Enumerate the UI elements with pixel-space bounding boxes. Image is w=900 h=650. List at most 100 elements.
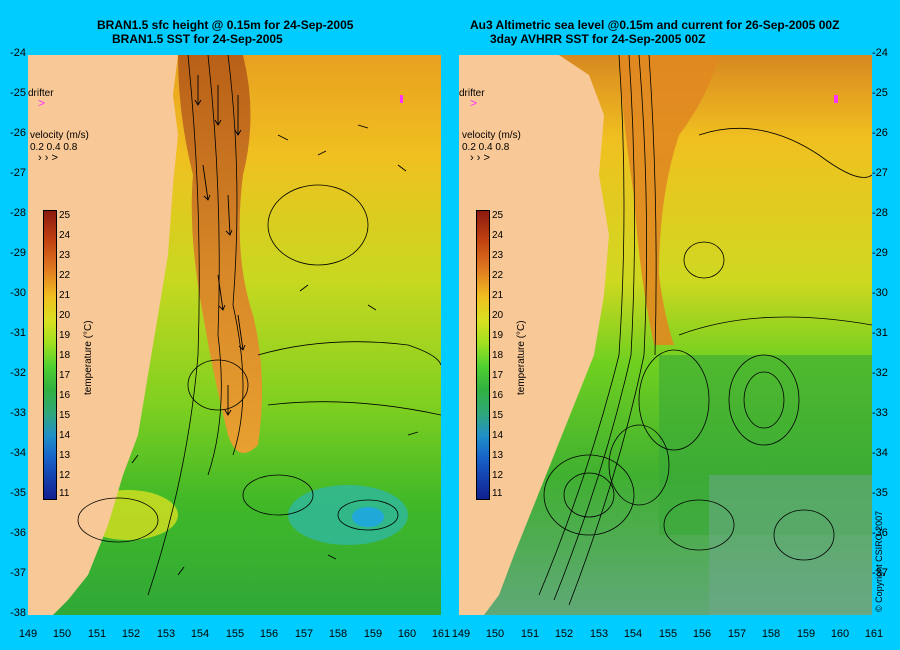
drifter-label: drifter <box>28 88 54 99</box>
colorbar-tick: 14 <box>492 430 504 441</box>
right-colorbar <box>476 210 490 500</box>
lon-label: 149 <box>451 628 471 640</box>
velocity-values: 0.2 0.4 0.8 <box>462 142 510 153</box>
lon-label: 160 <box>397 628 417 640</box>
colorbar-tick: 13 <box>492 450 504 461</box>
right-title-line1: Au3 Altimetric sea level @0.15m and curr… <box>470 18 840 32</box>
lon-label: 155 <box>658 628 678 640</box>
colorbar-tick: 12 <box>59 470 71 481</box>
cloud-gaps <box>709 475 872 615</box>
lat-label: -33 <box>10 407 26 419</box>
lon-label: 159 <box>363 628 383 640</box>
copyright-text: © Copyright CSIRO 2007 <box>874 510 884 612</box>
colorbar-tick: 25 <box>59 210 71 221</box>
colorbar-tick: 19 <box>492 330 504 341</box>
lat-label: -33 <box>872 407 888 419</box>
lat-label: -24 <box>872 47 888 59</box>
colorbar-tick: 21 <box>59 290 71 301</box>
colorbar-tick: 24 <box>59 230 71 241</box>
left-title-line1: BRAN1.5 sfc height @ 0.15m for 24-Sep-20… <box>97 18 354 32</box>
lat-label: -25 <box>872 87 888 99</box>
lat-label: -31 <box>872 327 888 339</box>
lon-label: 154 <box>623 628 643 640</box>
lat-label: -34 <box>872 447 888 459</box>
velocity-title: velocity (m/s) <box>462 130 521 141</box>
lat-label: -26 <box>872 127 888 139</box>
lat-label: -37 <box>10 567 26 579</box>
colorbar-tick: 12 <box>492 470 504 481</box>
lon-label: 151 <box>520 628 540 640</box>
lat-label: -29 <box>10 247 26 259</box>
velocity-title: velocity (m/s) <box>30 130 89 141</box>
lon-label: 153 <box>156 628 176 640</box>
velocity-arrows-icon: › › > <box>470 152 490 164</box>
right-title-line2: 3day AVHRR SST for 24-Sep-2005 00Z <box>490 32 706 46</box>
lat-label: -32 <box>10 367 26 379</box>
colorbar-tick: 23 <box>59 250 71 261</box>
left-title-line2: BRAN1.5 SST for 24-Sep-2005 <box>112 32 283 46</box>
colorbar-tick: 17 <box>59 370 71 381</box>
lat-label: -28 <box>10 207 26 219</box>
lon-label: 161 <box>864 628 884 640</box>
colorbar-tick: 13 <box>59 450 71 461</box>
colorbar-tick: 22 <box>492 270 504 281</box>
lon-label: 157 <box>294 628 314 640</box>
lon-label: 161 <box>431 628 451 640</box>
australia-land <box>28 55 178 615</box>
lon-label: 156 <box>692 628 712 640</box>
lon-label: 150 <box>485 628 505 640</box>
lon-label: 159 <box>796 628 816 640</box>
lat-label: -37 <box>872 567 888 579</box>
left-colorbar <box>43 210 57 500</box>
lon-label: 151 <box>87 628 107 640</box>
cool-eddy <box>288 485 408 545</box>
lon-label: 158 <box>761 628 781 640</box>
colorbar-tick: 11 <box>59 488 70 499</box>
drifter-legend-icon: > <box>470 96 478 110</box>
lat-label: -31 <box>10 327 26 339</box>
left-colorbar-title: temperature (°C) <box>83 320 94 395</box>
colorbar-tick: 25 <box>492 210 504 221</box>
lat-label: -27 <box>872 167 888 179</box>
colorbar-tick: 16 <box>59 390 71 401</box>
drifter-label: drifter <box>459 88 485 99</box>
drifter-marker <box>834 95 838 103</box>
lon-label: 158 <box>328 628 348 640</box>
velocity-values: 0.2 0.4 0.8 <box>30 142 78 153</box>
colorbar-tick: 15 <box>492 410 504 421</box>
lon-label: 150 <box>52 628 72 640</box>
lon-label: 156 <box>259 628 279 640</box>
colorbar-tick: 19 <box>59 330 71 341</box>
australia-land <box>459 55 609 615</box>
lat-label: -30 <box>872 287 888 299</box>
lon-label: 149 <box>18 628 38 640</box>
colorbar-tick: 24 <box>492 230 504 241</box>
lat-label: -32 <box>872 367 888 379</box>
colorbar-tick: 14 <box>59 430 71 441</box>
lat-label: -25 <box>10 87 26 99</box>
lon-label: 155 <box>225 628 245 640</box>
drifter-legend-icon: > <box>38 96 46 110</box>
lon-label: 153 <box>589 628 609 640</box>
colorbar-tick: 20 <box>492 310 504 321</box>
lon-label: 157 <box>727 628 747 640</box>
colorbar-tick: 18 <box>492 350 504 361</box>
lat-label: -36 <box>872 527 888 539</box>
lat-label: -28 <box>872 207 888 219</box>
colorbar-tick: 17 <box>492 370 504 381</box>
colorbar-tick: 18 <box>59 350 71 361</box>
lat-label: -30 <box>10 287 26 299</box>
colorbar-tick: 22 <box>59 270 71 281</box>
colorbar-tick: 11 <box>492 488 503 499</box>
colorbar-tick: 15 <box>59 410 71 421</box>
lat-label: -36 <box>10 527 26 539</box>
colorbar-tick: 21 <box>492 290 504 301</box>
height-contours <box>77 54 442 596</box>
lat-label: -38 <box>10 607 26 619</box>
right-colorbar-title: temperature (°C) <box>516 320 527 395</box>
cool-eddy <box>352 507 384 527</box>
colorbar-tick: 23 <box>492 250 504 261</box>
lat-label: -24 <box>10 47 26 59</box>
lon-label: 160 <box>830 628 850 640</box>
lat-label: -35 <box>872 487 888 499</box>
